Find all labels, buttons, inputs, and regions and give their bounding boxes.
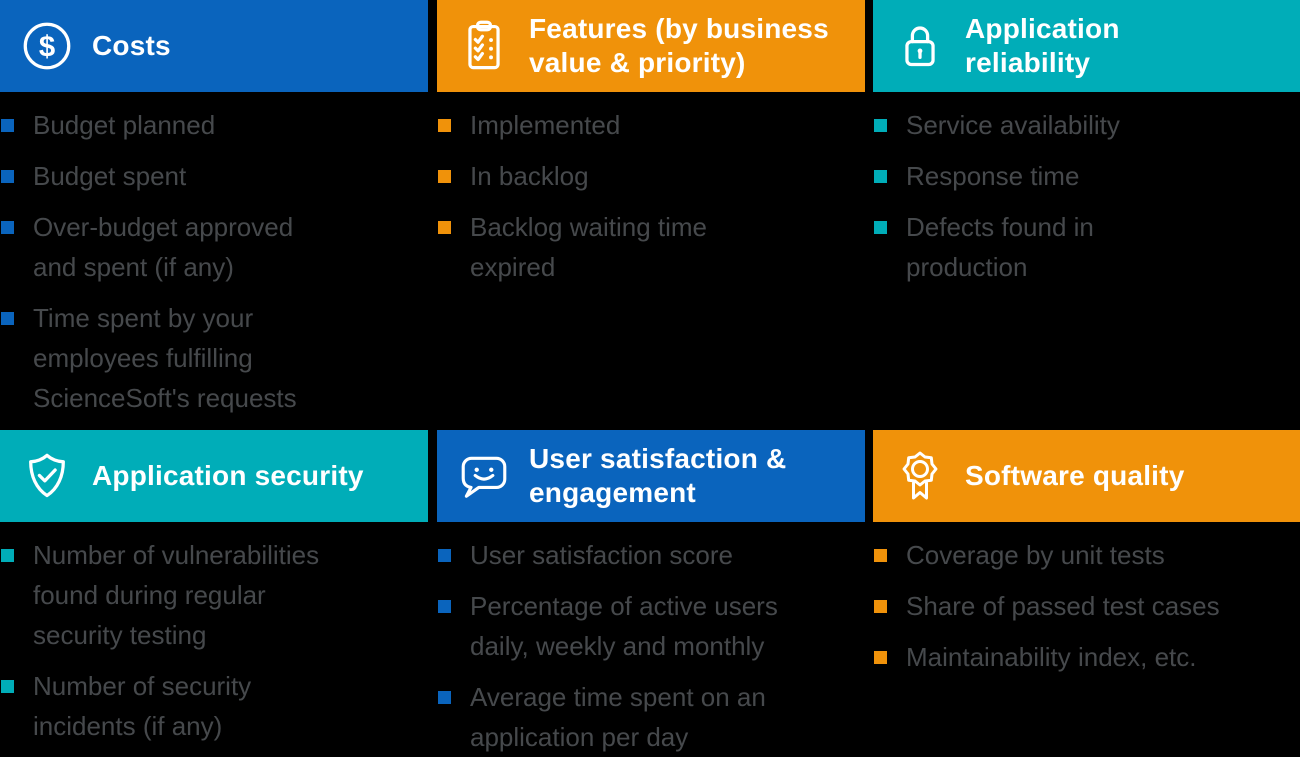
panel-features-list: Implemented In backlog Backlog waiting t… bbox=[437, 92, 865, 287]
panel-software-quality: Software quality Coverage by unit tests … bbox=[873, 430, 1300, 753]
panel-application-security-header: Application security bbox=[0, 430, 428, 522]
bullet-square-icon bbox=[874, 119, 887, 132]
bullet-square-icon bbox=[874, 600, 887, 613]
panel-costs-header: $ Costs bbox=[0, 0, 428, 92]
panel-title: Application reliability bbox=[965, 13, 1120, 78]
checklist-clipboard-icon bbox=[457, 19, 511, 73]
bullet-square-icon bbox=[1, 221, 14, 234]
list-item: Share of passed test cases bbox=[873, 586, 1294, 626]
panel-application-security-list: Number of vulnerabilities found during r… bbox=[0, 522, 428, 746]
list-item: Number of vulnerabilities found during r… bbox=[0, 535, 422, 655]
list-item: Service availability bbox=[873, 105, 1294, 145]
list-item: Time spent by your employees fulfilling … bbox=[0, 298, 422, 418]
panel-application-reliability-header: Application reliability bbox=[873, 0, 1300, 92]
panel-title: Application security bbox=[92, 460, 364, 491]
panel-user-satisfaction-list: User satisfaction score Percentage of ac… bbox=[437, 522, 865, 757]
list-item: Backlog waiting time expired bbox=[437, 207, 859, 287]
bullet-square-icon bbox=[874, 651, 887, 664]
list-item: Percentage of active users daily, weekly… bbox=[437, 586, 859, 666]
svg-text:$: $ bbox=[39, 30, 55, 63]
bullet-square-icon bbox=[874, 221, 887, 234]
panel-features: Features (by business value & priority) … bbox=[437, 0, 865, 430]
panel-application-security: Application security Number of vulnerabi… bbox=[0, 430, 428, 753]
bullet-square-icon bbox=[438, 119, 451, 132]
list-item: Budget spent bbox=[0, 156, 422, 196]
bullet-square-icon bbox=[438, 170, 451, 183]
panel-software-quality-list: Coverage by unit tests Share of passed t… bbox=[873, 522, 1300, 677]
panel-software-quality-header: Software quality bbox=[873, 430, 1300, 522]
panel-features-header: Features (by business value & priority) bbox=[437, 0, 865, 92]
panel-title: Software quality bbox=[965, 460, 1185, 491]
list-item: Over-budget approved and spent (if any) bbox=[0, 207, 422, 287]
bullet-square-icon bbox=[438, 691, 451, 704]
bullet-square-icon bbox=[874, 170, 887, 183]
panel-title: Costs bbox=[92, 30, 171, 61]
list-item: Maintainability index, etc. bbox=[873, 637, 1294, 677]
list-item: Budget planned bbox=[0, 105, 422, 145]
list-item: Coverage by unit tests bbox=[873, 535, 1294, 575]
bullet-square-icon bbox=[438, 549, 451, 562]
panel-costs-list: Budget planned Budget spent Over-budget … bbox=[0, 92, 428, 418]
smiley-speech-bubble-icon bbox=[457, 449, 511, 503]
bullet-square-icon bbox=[874, 549, 887, 562]
panel-user-satisfaction: User satisfaction & engagement User sati… bbox=[437, 430, 865, 753]
panel-title: User satisfaction & engagement bbox=[529, 443, 787, 508]
bullet-square-icon bbox=[438, 600, 451, 613]
shield-check-icon bbox=[20, 449, 74, 503]
bullet-square-icon bbox=[1, 549, 14, 562]
list-item: Implemented bbox=[437, 105, 859, 145]
bullet-square-icon bbox=[438, 221, 451, 234]
panel-application-reliability-list: Service availability Response time Defec… bbox=[873, 92, 1300, 287]
panel-user-satisfaction-header: User satisfaction & engagement bbox=[437, 430, 865, 522]
bullet-square-icon bbox=[1, 170, 14, 183]
bullet-square-icon bbox=[1, 312, 14, 325]
lock-icon bbox=[893, 19, 947, 73]
list-item: Defects found in production bbox=[873, 207, 1294, 287]
dollar-circle-icon: $ bbox=[20, 19, 74, 73]
list-item: Average time spent on an application per… bbox=[437, 677, 859, 757]
list-item: User satisfaction score bbox=[437, 535, 859, 575]
panel-application-reliability: Application reliability Service availabi… bbox=[873, 0, 1300, 430]
list-item: Number of security incidents (if any) bbox=[0, 666, 422, 746]
panel-title: Features (by business value & priority) bbox=[529, 13, 829, 78]
bullet-square-icon bbox=[1, 119, 14, 132]
list-item: In backlog bbox=[437, 156, 859, 196]
panel-costs: $ Costs Budget planned Budget spent Over… bbox=[0, 0, 428, 430]
award-ribbon-icon bbox=[893, 449, 947, 503]
list-item: Response time bbox=[873, 156, 1294, 196]
bullet-square-icon bbox=[1, 680, 14, 693]
